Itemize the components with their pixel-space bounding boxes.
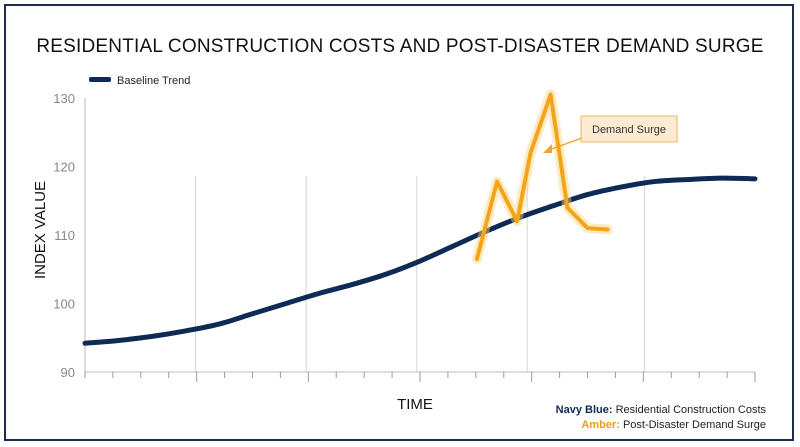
color-note-navy: Navy Blue: Residential Construction Cost… [556,404,766,416]
legend-label: Baseline Trend [117,75,190,87]
callout-label: Demand Surge [592,124,666,136]
callout-box [580,115,678,143]
color-note-navy-label: Navy Blue: [555,404,613,416]
chart-title: RESIDENTIAL CONSTRUCTION COSTS AND POST-… [36,36,763,57]
legend: Baseline Trend [89,75,190,87]
legend-swatch [89,77,111,82]
y-axis-title: INDEX VALUE [32,181,49,279]
color-note-amber: Amber: Post-Disaster Demand Surge [581,419,766,431]
baseline-series-line [82,175,758,346]
series-layer [82,89,758,346]
surge-series-line [474,92,610,261]
color-note-amber-label: Amber: [581,419,620,431]
y-tick-label-110: 110 [54,228,75,243]
chart-frame [4,4,794,441]
color-note-navy-text: Residential Construction Costs [615,404,766,416]
y-tick-label-90: 90 [61,365,75,380]
y-tick-label-120: 120 [53,160,75,175]
color-note-amber-text: Post-Disaster Demand Surge [622,419,766,431]
x-axis-title: TIME [397,396,433,413]
callout: Demand Surge [543,115,678,153]
y-tick-label-130: 130 [53,91,75,106]
grid-layer [195,176,645,372]
axis-layer: 90 100 110 120 130 [53,91,756,382]
y-tick-label-100: 100 [53,297,75,312]
callout-arrowhead [543,144,552,153]
